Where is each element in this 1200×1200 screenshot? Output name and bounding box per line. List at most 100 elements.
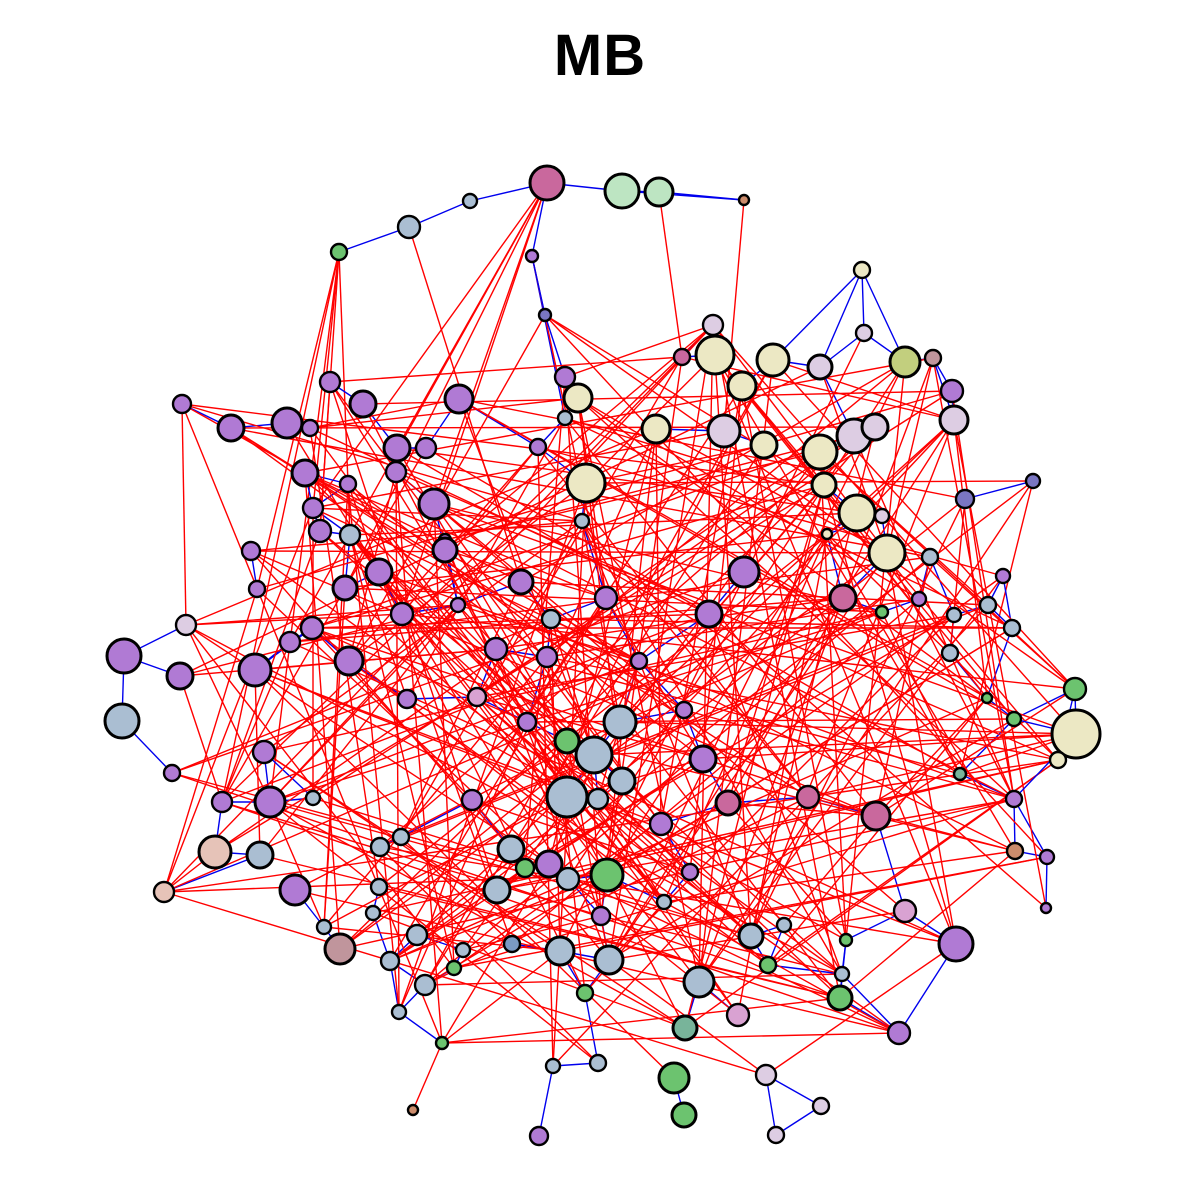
edge-red: [597, 419, 955, 800]
edge-red: [230, 426, 876, 429]
edge-red: [163, 891, 767, 1076]
edge-red: [577, 397, 1015, 800]
graph-node: [795, 784, 821, 810]
edge-red: [886, 552, 957, 945]
graph-node: [755, 342, 791, 378]
edge-red: [441, 1032, 900, 1044]
graph-node: [348, 389, 378, 419]
edge-red: [379, 435, 855, 848]
graph-node: [674, 700, 694, 720]
edge-red: [433, 182, 548, 505]
graph-node: [648, 811, 674, 837]
edge-red: [181, 403, 187, 626]
edge-red: [619, 721, 1077, 735]
graph-node: [892, 898, 918, 924]
graph-node: [323, 932, 357, 966]
graph-node: [952, 766, 968, 782]
edge-red: [476, 696, 769, 966]
edge-blue: [621, 190, 745, 201]
graph-node: [886, 1020, 912, 1046]
graph-node: [820, 527, 834, 541]
edge-red: [185, 613, 403, 626]
edge-red: [708, 613, 843, 975]
graph-node: [1004, 789, 1024, 809]
graph-node: [828, 583, 858, 613]
graph-node: [806, 353, 834, 381]
graph-node: [727, 555, 761, 589]
edge-red: [476, 696, 704, 760]
edge-red: [304, 472, 522, 583]
edge-red: [259, 854, 841, 999]
edge-blue: [538, 1065, 554, 1137]
graph-node: [867, 533, 907, 573]
edge-red: [566, 740, 1016, 852]
edge-red: [181, 403, 583, 522]
graph-node: [671, 1014, 699, 1042]
edge-red: [412, 1042, 443, 1111]
edge-red: [185, 624, 271, 803]
graph-node: [315, 918, 333, 936]
edge-red: [951, 390, 1015, 800]
graph-node: [826, 984, 854, 1012]
graph-node: [338, 523, 362, 547]
edge-red: [269, 251, 340, 803]
graph-node: [414, 436, 438, 460]
graph-node: [333, 645, 365, 677]
graph-node: [545, 775, 589, 819]
edge-red: [544, 314, 1076, 690]
edge-red: [708, 613, 1047, 909]
edge-red: [807, 796, 1016, 852]
edge-red: [727, 802, 877, 817]
graph-node: [590, 905, 612, 927]
graph-node: [1062, 676, 1088, 702]
edge-red: [765, 943, 957, 1076]
graph-node: [171, 393, 193, 415]
graph-node: [888, 345, 922, 379]
graph-node: [655, 893, 673, 911]
graph-node: [1005, 841, 1025, 861]
edge-red: [577, 397, 920, 600]
graph-node: [152, 880, 176, 904]
edge-red: [698, 480, 1034, 983]
edge-red: [476, 520, 583, 698]
graph-node: [694, 334, 736, 376]
graph-node: [1002, 618, 1022, 638]
edge-red: [396, 447, 961, 775]
graph-node: [810, 471, 838, 499]
graph-node: [838, 932, 854, 948]
graph-node: [364, 904, 382, 922]
graph-node: [670, 1101, 698, 1129]
edge-red: [441, 950, 561, 1044]
graph-node: [307, 518, 333, 544]
graph-node: [544, 935, 576, 967]
edge-red: [378, 571, 1015, 800]
graph-node: [980, 691, 994, 705]
edge-red: [339, 721, 621, 950]
edge-red: [593, 733, 1077, 756]
graph-node: [1050, 708, 1102, 760]
edge-red: [712, 324, 1077, 735]
edge-red: [254, 648, 497, 671]
edge-red: [221, 801, 900, 1034]
edge-red: [304, 472, 607, 599]
edge-red: [605, 597, 704, 760]
edge-red: [269, 801, 325, 928]
edge-red: [400, 356, 683, 838]
graph-node: [811, 1096, 831, 1116]
edge-blue: [861, 269, 865, 334]
edge-red: [537, 446, 809, 798]
graph-node: [801, 433, 839, 471]
graph-node: [833, 965, 851, 983]
graph-node: [434, 1035, 450, 1051]
edge-red: [319, 530, 691, 873]
graph-node: [413, 973, 437, 997]
edge-red: [783, 815, 877, 926]
edge-red: [323, 656, 548, 928]
edge-red: [655, 428, 662, 825]
graph-node: [910, 590, 928, 608]
edge-red: [772, 359, 955, 421]
graph-node: [174, 613, 198, 637]
graph-node: [165, 661, 195, 691]
graph-node: [682, 965, 716, 999]
